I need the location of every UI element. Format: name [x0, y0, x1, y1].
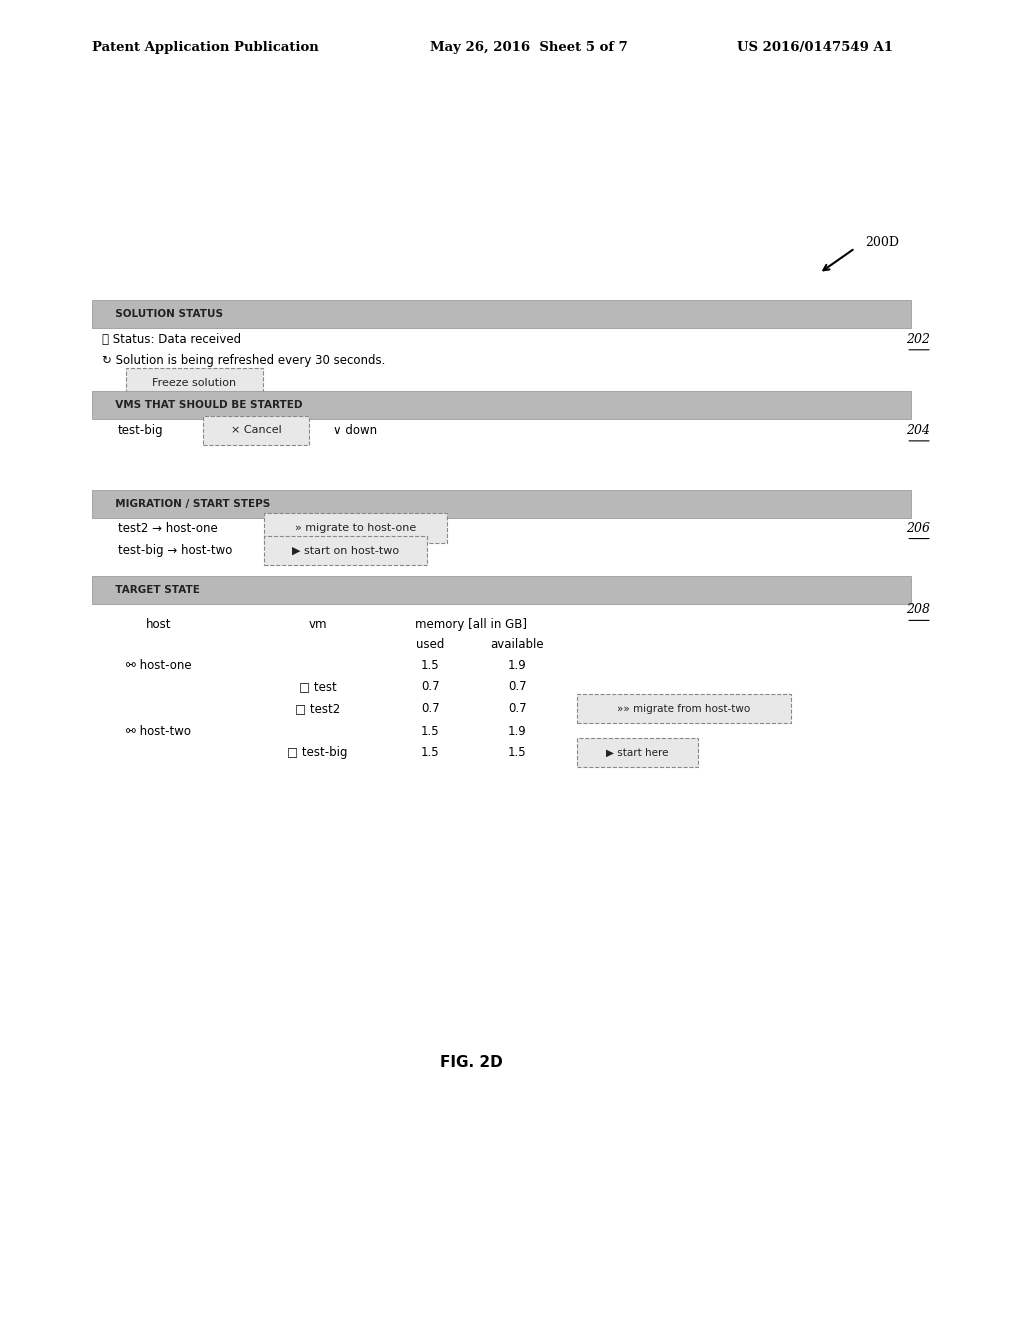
Text: 1.5: 1.5 — [421, 725, 439, 738]
Text: × Cancel: × Cancel — [230, 425, 282, 436]
Text: 1.5: 1.5 — [421, 659, 439, 672]
Text: 0.7: 0.7 — [421, 680, 439, 693]
Text: test-big → host-two: test-big → host-two — [118, 544, 232, 557]
FancyBboxPatch shape — [203, 416, 309, 445]
Text: 0.7: 0.7 — [508, 680, 526, 693]
Text: 0.7: 0.7 — [421, 702, 439, 715]
FancyBboxPatch shape — [264, 536, 427, 565]
Text: 1.9: 1.9 — [508, 659, 526, 672]
Text: □ test2: □ test2 — [295, 702, 340, 715]
Text: 200D: 200D — [865, 236, 899, 249]
Text: 204: 204 — [906, 424, 930, 437]
Text: 206: 206 — [906, 521, 930, 535]
Text: memory [all in GB]: memory [all in GB] — [415, 618, 527, 631]
Text: test2 → host-one: test2 → host-one — [118, 521, 217, 535]
Text: FIG. 2D: FIG. 2D — [439, 1055, 503, 1071]
Text: 0.7: 0.7 — [508, 702, 526, 715]
Text: ▶ start here: ▶ start here — [606, 747, 669, 758]
Text: Freeze solution: Freeze solution — [153, 378, 237, 388]
FancyBboxPatch shape — [577, 738, 698, 767]
Text: used: used — [416, 638, 444, 651]
Text: 208: 208 — [906, 603, 930, 616]
Text: TARGET STATE: TARGET STATE — [108, 585, 200, 595]
Text: □ test-big: □ test-big — [287, 746, 348, 759]
Text: ⚯ host-two: ⚯ host-two — [126, 725, 191, 738]
Text: SOLUTION STATUS: SOLUTION STATUS — [108, 309, 222, 319]
Text: ▶ start on host-two: ▶ start on host-two — [292, 545, 399, 556]
Text: ⚯ host-one: ⚯ host-one — [126, 659, 191, 672]
Text: May 26, 2016  Sheet 5 of 7: May 26, 2016 Sheet 5 of 7 — [430, 41, 628, 54]
Text: 1.9: 1.9 — [508, 725, 526, 738]
Text: ↻ Solution is being refreshed every 30 seconds.: ↻ Solution is being refreshed every 30 s… — [102, 354, 386, 367]
Text: » migrate to host-one: » migrate to host-one — [295, 523, 417, 533]
Text: Patent Application Publication: Patent Application Publication — [92, 41, 318, 54]
Text: MIGRATION / START STEPS: MIGRATION / START STEPS — [108, 499, 269, 510]
Text: 202: 202 — [906, 333, 930, 346]
Text: vm: vm — [308, 618, 327, 631]
Text: □ test: □ test — [299, 680, 336, 693]
Text: VMS THAT SHOULD BE STARTED: VMS THAT SHOULD BE STARTED — [108, 400, 302, 411]
Text: 1.5: 1.5 — [421, 746, 439, 759]
FancyBboxPatch shape — [92, 391, 911, 420]
FancyBboxPatch shape — [92, 300, 911, 327]
FancyBboxPatch shape — [264, 513, 447, 543]
Text: test-big: test-big — [118, 424, 164, 437]
Text: available: available — [490, 638, 544, 651]
Text: ⓘ Status: Data received: ⓘ Status: Data received — [102, 333, 242, 346]
FancyBboxPatch shape — [92, 490, 911, 517]
FancyBboxPatch shape — [577, 694, 791, 723]
FancyBboxPatch shape — [92, 576, 911, 603]
FancyBboxPatch shape — [126, 368, 263, 397]
Text: US 2016/0147549 A1: US 2016/0147549 A1 — [737, 41, 893, 54]
Text: »» migrate from host-two: »» migrate from host-two — [616, 704, 751, 714]
Text: host: host — [146, 618, 171, 631]
Text: 1.5: 1.5 — [508, 746, 526, 759]
Text: ∨ down: ∨ down — [333, 424, 377, 437]
